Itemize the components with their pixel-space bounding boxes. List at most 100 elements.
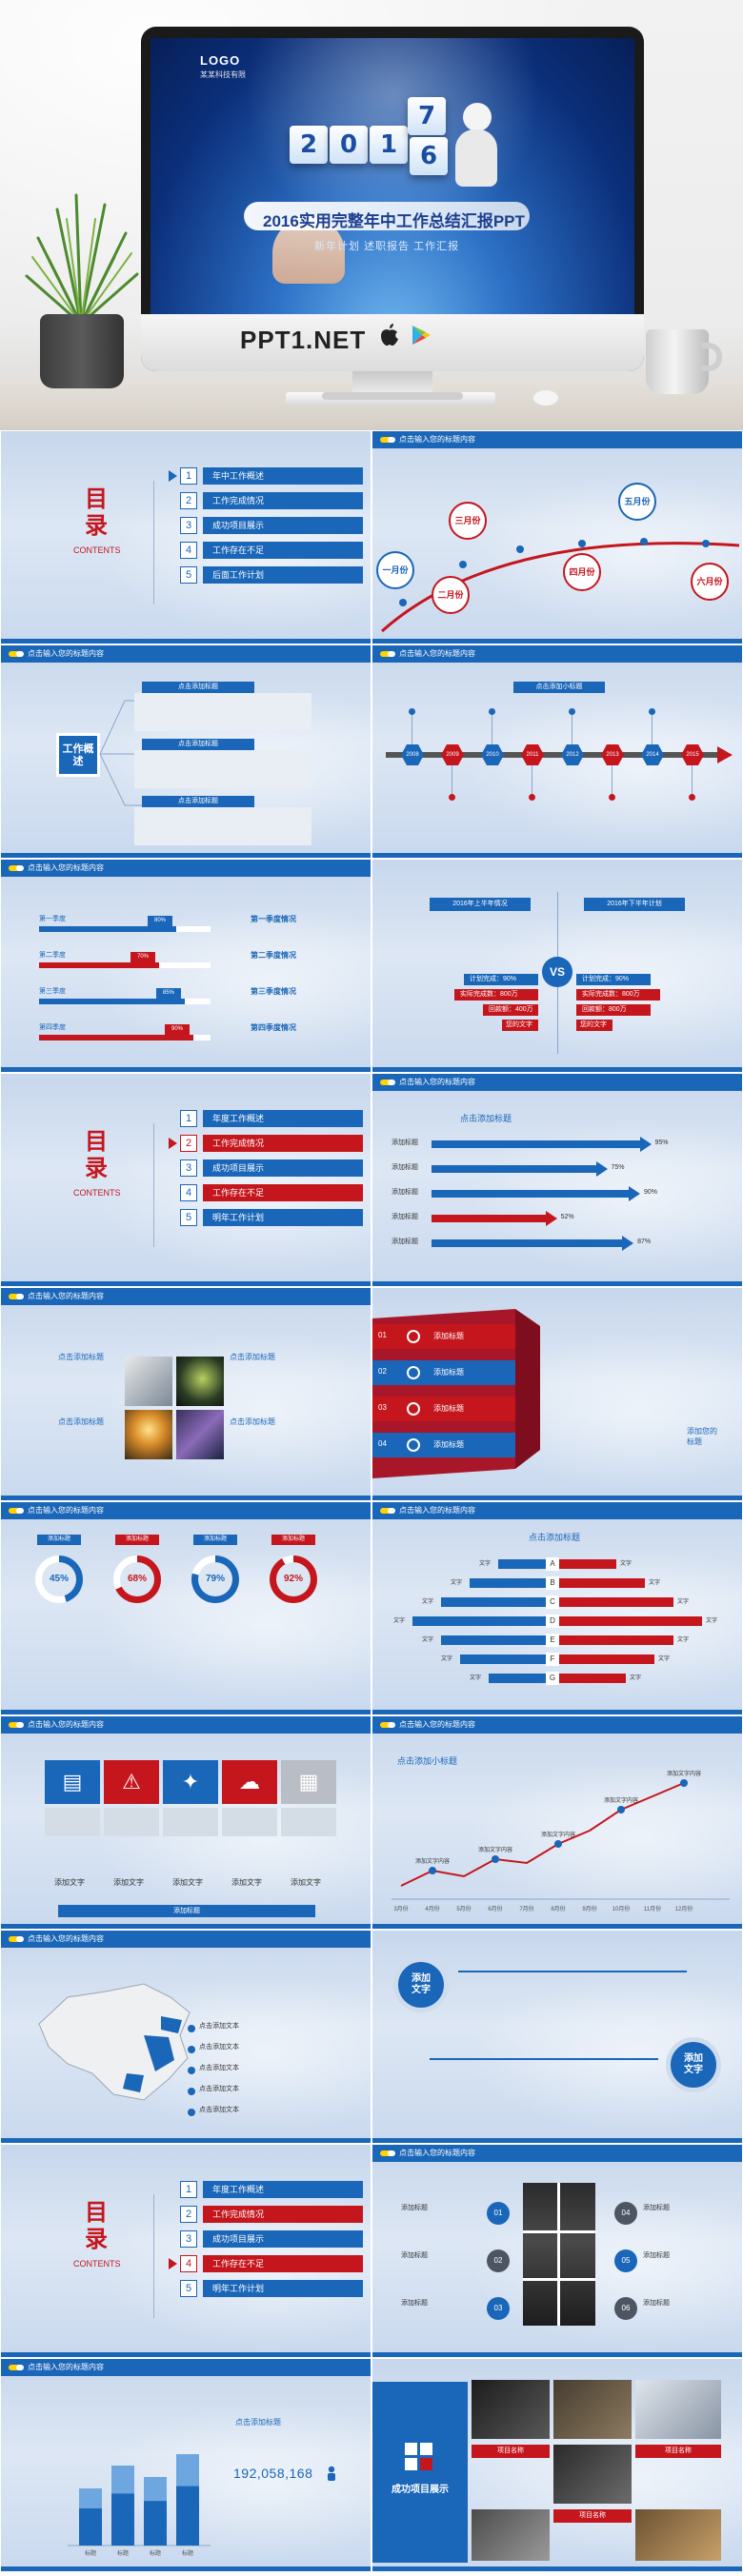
quarter-label: 第二季度 [39,952,66,959]
column-bar-top [111,2466,134,2494]
quarter-label: 第一季度 [39,916,66,922]
slide-quarters[interactable]: 点击输入您的标题内容 第一季度 80% 第二季度 70% 第三季度 85% 第四季度 90% … [0,859,372,1073]
overview-item-title: 点击添加标题 [142,739,254,750]
timeline-year: 2011 [521,744,544,765]
slide-map[interactable]: 点击输入您的标题内容 点击添加文本 点击添加文本 点击添加文本 点击添加文本 点击添加文… [0,1930,372,2144]
slide-add-text[interactable]: 添加 文字 添加 文字 [372,1930,743,2144]
presentation-subtitle: 新年计划 述职报告 工作汇报 [314,241,460,252]
slide-line-chart[interactable]: 点击输入您的标题内容 点击添加小标题 3月份 4月份 5月份 6月份 7月份 8月份 9月份… [372,1715,743,1930]
slide-ribbon[interactable]: 01 添加标题 02 添加标题 03 添加标题 04 添加标题 添加您的 标题 [372,1287,743,1501]
progress-bar [432,1165,596,1173]
photo-item-title: 点击添加标题 [58,1417,104,1426]
slide-vs[interactable]: 2016年上半年情况 2016年下半年计划 VS 计划完成：90% 实际完成数：… [372,859,743,1073]
slide-projects[interactable]: 成功项目展示 项目名称 项目名称 项目名称 [372,2358,743,2572]
puzzle-number: 03 [487,2297,510,2320]
slide-butterfly[interactable]: 点击输入您的标题内容 点击添加标题 A 文字 文字 B 文字 文字 C 文字 文字 D 文字 文字 E 文… [372,1501,743,1715]
month-node: 三月份 [449,502,487,540]
ribbon-number: 02 [378,1367,387,1376]
monitor-stand [352,371,432,396]
x-tick-label: 9月份 [582,1905,596,1912]
toc-number: 1 [180,467,197,485]
butterfly-right-bar [559,1616,702,1626]
map-label: 点击添加文本 [199,2107,239,2113]
printer-icon: ▦ [281,1760,336,1804]
toc-contents-label: CONTENTS [73,1188,121,1198]
slide-thumbnail-grid: 目 录 CONTENTS 1 年中工作概述 2 工作完成情况 3 成功项目展示 4 工作… [0,430,743,2576]
slide-toc-3[interactable]: 目录 CONTENTS 1 年度工作概述 2 工作完成情况 3 成功项目展示 4 工作存… [0,2144,372,2358]
slide-columns[interactable]: 点击输入您的标题内容 标题 标题 标题 标题 点击添加标题 192,058,168 [0,2358,372,2572]
butterfly-letter: B [546,1576,559,1590]
progress-percent: 87% [637,1238,652,1245]
butterfly-left-label: 文字 [479,1561,492,1567]
project-sidebar [372,2382,468,2563]
progress-ring: 68% [113,1556,161,1603]
badge-line: 添加 [684,2053,703,2064]
toc-label: 明年工作计划 [203,1209,363,1226]
slide-progress[interactable]: 点击输入您的标题内容 点击添加标题 添加标题 95% 添加标题 75% 添加标题 90% 添… [372,1073,743,1287]
divider-line [458,1971,687,1972]
progress-percent: 52% [560,1214,574,1220]
slide-icons[interactable]: 点击输入您的标题内容 ▤ 添加文字 ⚠ 添加文字 ✦ 添加文字 ☁ 添加文字 ▦ 添加文字 添加标… [0,1715,372,1930]
slide-toc-1[interactable]: 目 录 CONTENTS 1 年中工作概述 2 工作完成情况 3 成功项目展示 4 工作… [0,430,372,644]
progress-row-label: 添加标题 [392,1238,418,1245]
badge-line: 文字 [412,1985,431,1995]
quarter-note-title: 第二季度情况 [251,951,296,960]
point-label: 添加文字内容 [478,1846,512,1853]
progress-row-label: 添加标题 [392,1139,418,1146]
map-pin [188,2046,195,2053]
header-tabs-icon [9,1294,24,1299]
slide-overview[interactable]: 点击输入您的标题内容 工作概述 点击添加标题 点击添加标题 点击添加标题 [0,644,372,859]
slide-header-text: 点击输入您的标题内容 [28,1934,104,1943]
quarter-percent: 85% [156,988,181,999]
slide-photos[interactable]: 点击输入您的标题内容 点击添加标题 点击添加标题 点击添加标题 点击添加标题 [0,1287,372,1501]
project-photo [553,2380,632,2439]
toc-label: 后面工作计划 [203,566,363,584]
column-bar-top [176,2454,199,2487]
project-label: 项目名称 [472,2445,550,2458]
slide-months[interactable]: 点击输入您的标题内容 一月份 二月份 三月份 四月份 五月份 六月份 [372,430,743,644]
slide-rings[interactable]: 点击输入您的标题内容 添加标题 45% 添加标题 68% 添加标题 79% 添加标题 92% [0,1501,372,1715]
month-node: 二月份 [432,576,470,614]
plant-pot [40,314,124,388]
plant-icon [25,193,139,324]
slide-timeline[interactable]: 点击输入您的标题内容 点击添加小标题 2008 2009 2010 2011 2012 2… [372,644,743,859]
puzzle-photo [523,2183,595,2326]
ring-percent: 68% [120,1562,154,1596]
vs-right-title: 2016年下半年计划 [584,898,685,911]
slide-header: 点击输入您的标题内容 [372,1074,742,1091]
progress-arrowhead [545,1211,557,1226]
ribbon-icon [407,1438,420,1452]
timeline-year: 2015 [681,744,704,765]
icon-caption: 添加文字 [172,1878,203,1887]
butterfly-left-bar [470,1578,546,1588]
map-label: 点击添加文本 [199,2086,239,2092]
cup [646,329,709,394]
apple-icon [381,324,398,346]
toc-number: 5 [180,2280,197,2297]
vs-left-item: 实际完成数：800万 [454,989,538,1001]
toc-label: 工作完成情况 [203,1135,363,1152]
hero-mockup: LOGO 某某科技有限 2 0 1 7 6 2016实用完整年中工作总结汇报PP… [0,0,743,430]
months-arc-graphic [381,538,740,633]
toc-number: 2 [180,492,197,509]
cube-digit: 2 [290,126,328,164]
slide-header: 点击输入您的标题内容 [372,2145,742,2162]
slide-toc-2[interactable]: 目录 CONTENTS 1 年度工作概述 2 工作完成情况 3 成功项目展示 4 工作存… [0,1073,372,1287]
toc-label: 成功项目展示 [203,517,363,534]
puzzle-number: 05 [614,2249,637,2272]
vs-right-item: 实际完成数：800万 [576,989,660,1001]
toc-number: 1 [180,1110,197,1127]
ribbon-band [372,1360,515,1385]
ribbon-side-title: 添加您的 标题 [687,1427,717,1448]
slide-puzzle[interactable]: 点击输入您的标题内容 01 添加标题 02 添加标题 03 添加标题 04 添加标题 05 添加标… [372,2144,743,2358]
screen-logo: LOGO 某某科技有限 [200,53,246,80]
arrow-right-icon [717,746,733,763]
toc-label: 工作存在不足 [203,1184,363,1201]
puzzle-label: 添加标题 [643,2252,670,2259]
timeline-connector [652,712,653,744]
quarter-percent: 70% [131,952,155,962]
timeline-year: 2010 [481,744,504,765]
toc-number: 2 [180,1135,197,1152]
column-category: 标题 [182,2549,193,2557]
slide-header-text: 点击输入您的标题内容 [28,2363,104,2371]
